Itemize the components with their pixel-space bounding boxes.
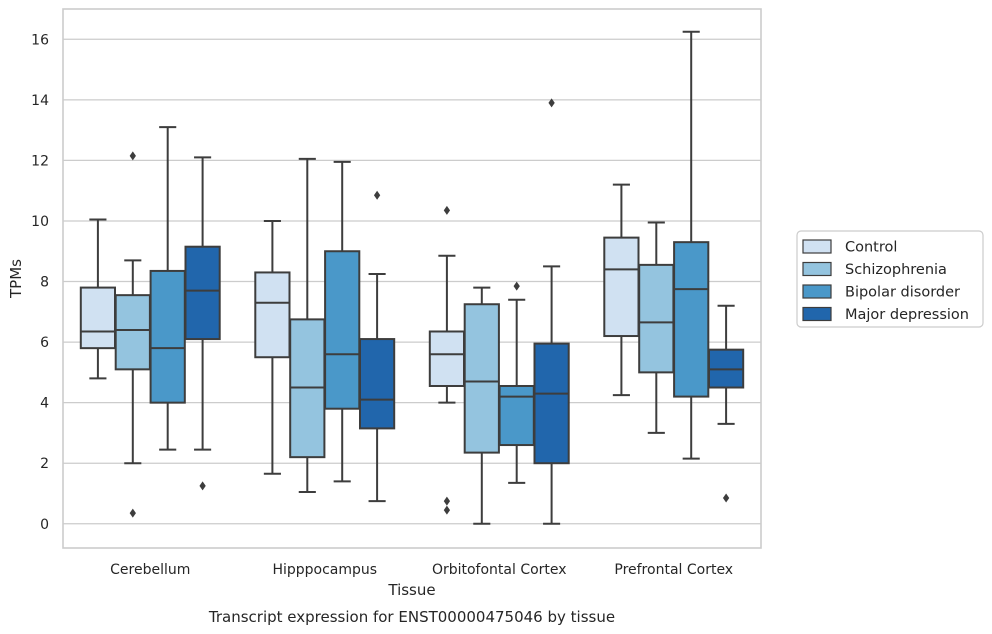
box-series xyxy=(79,30,745,525)
box xyxy=(603,183,640,397)
series-bipolar-disorder xyxy=(149,30,710,484)
outlier-point xyxy=(513,281,520,291)
box-iqr xyxy=(673,241,710,398)
box-iqr xyxy=(533,342,570,465)
box-iqr xyxy=(254,271,291,359)
legend-item: Schizophrenia xyxy=(802,261,947,278)
box xyxy=(289,157,326,493)
outlier-point xyxy=(443,205,451,215)
y-tick-label: 0 xyxy=(40,517,49,533)
box-iqr xyxy=(603,236,640,338)
legend-item: Control xyxy=(802,239,897,256)
x-tick-label: Hipppocampus xyxy=(272,562,377,578)
outlier-point xyxy=(443,496,451,506)
box xyxy=(498,281,535,484)
y-tick-label: 4 xyxy=(40,396,49,412)
outlier-point xyxy=(199,481,206,491)
box xyxy=(707,304,745,503)
plot-frame xyxy=(62,8,762,549)
legend-frame xyxy=(796,230,984,328)
y-tick-label: 6 xyxy=(40,335,49,351)
x-axis-label: Tissue xyxy=(387,581,435,599)
legend-label: Schizophrenia xyxy=(845,262,947,278)
series-control xyxy=(79,183,640,515)
x-tick-labels: Cerebellum Hipppocampus Orbitofontal Corte… xyxy=(110,562,733,578)
box xyxy=(149,126,186,451)
box-iqr xyxy=(114,294,151,371)
x-tick-label: Orbitofontal Cortex xyxy=(432,562,567,578)
x-tick-label: Cerebellum xyxy=(110,562,190,578)
box xyxy=(184,156,221,491)
legend-swatch xyxy=(802,239,832,254)
box-iqr xyxy=(428,330,466,387)
legend-swatch xyxy=(802,284,832,299)
box-iqr xyxy=(149,269,186,404)
box-iqr xyxy=(498,384,535,447)
box xyxy=(324,160,361,483)
outlier-point xyxy=(548,98,555,108)
y-tick-label: 14 xyxy=(31,93,49,109)
box-iqr xyxy=(79,286,117,350)
box-iqr xyxy=(638,263,675,374)
legend-label: Control xyxy=(845,240,897,256)
outlier-point xyxy=(373,190,381,200)
box xyxy=(533,98,570,525)
series-schizophrenia xyxy=(114,151,675,525)
box xyxy=(254,219,291,475)
legend-item: Bipolar disorder xyxy=(802,284,960,301)
series-major-depression xyxy=(184,98,745,525)
box xyxy=(79,218,117,380)
y-tick-label: 10 xyxy=(31,214,49,230)
y-tick-label: 12 xyxy=(31,153,49,169)
legend-swatch xyxy=(802,306,832,322)
y-tick-label: 8 xyxy=(40,275,49,291)
y-axis-label: TPMs xyxy=(7,259,25,299)
legend-item: Major depression xyxy=(802,306,969,323)
box-iqr xyxy=(358,338,396,430)
box-iqr xyxy=(463,303,500,454)
box xyxy=(673,30,710,460)
legend-label: Bipolar disorder xyxy=(845,285,960,301)
legend-label: Major depression xyxy=(845,307,969,323)
chart-caption: Transcript expression for ENST0000047504… xyxy=(208,608,615,626)
outlier-point xyxy=(443,505,451,515)
box xyxy=(358,190,396,503)
outlier-point xyxy=(722,493,730,503)
y-tick-label: 16 xyxy=(31,32,49,48)
legend-swatch xyxy=(802,261,832,277)
y-tick-labels: 0 2 4 6 8 10 12 14 16 xyxy=(31,32,49,532)
x-tick-label: Prefrontal Cortex xyxy=(614,562,733,578)
box xyxy=(463,286,500,525)
box-iqr xyxy=(324,250,361,410)
outlier-point xyxy=(129,151,136,161)
outlier-point xyxy=(129,508,136,518)
legend: Control Schizophrenia Bipolar disorder Majo… xyxy=(796,230,984,328)
box-iqr xyxy=(184,245,221,341)
y-tick-label: 2 xyxy=(40,456,49,472)
box xyxy=(428,205,466,515)
